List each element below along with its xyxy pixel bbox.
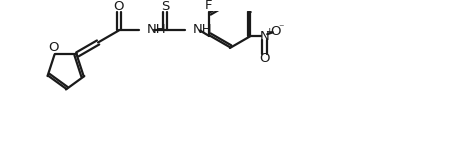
Text: NH: NH bbox=[146, 23, 166, 36]
Text: F: F bbox=[204, 0, 212, 12]
Text: O: O bbox=[259, 52, 269, 65]
Text: +: + bbox=[265, 27, 272, 36]
Text: O: O bbox=[48, 41, 59, 55]
Text: NH: NH bbox=[192, 23, 212, 36]
Text: O: O bbox=[270, 25, 280, 38]
Text: O: O bbox=[113, 0, 124, 13]
Text: N: N bbox=[259, 30, 269, 42]
Text: ⁻: ⁻ bbox=[278, 24, 283, 34]
Text: S: S bbox=[160, 0, 169, 13]
